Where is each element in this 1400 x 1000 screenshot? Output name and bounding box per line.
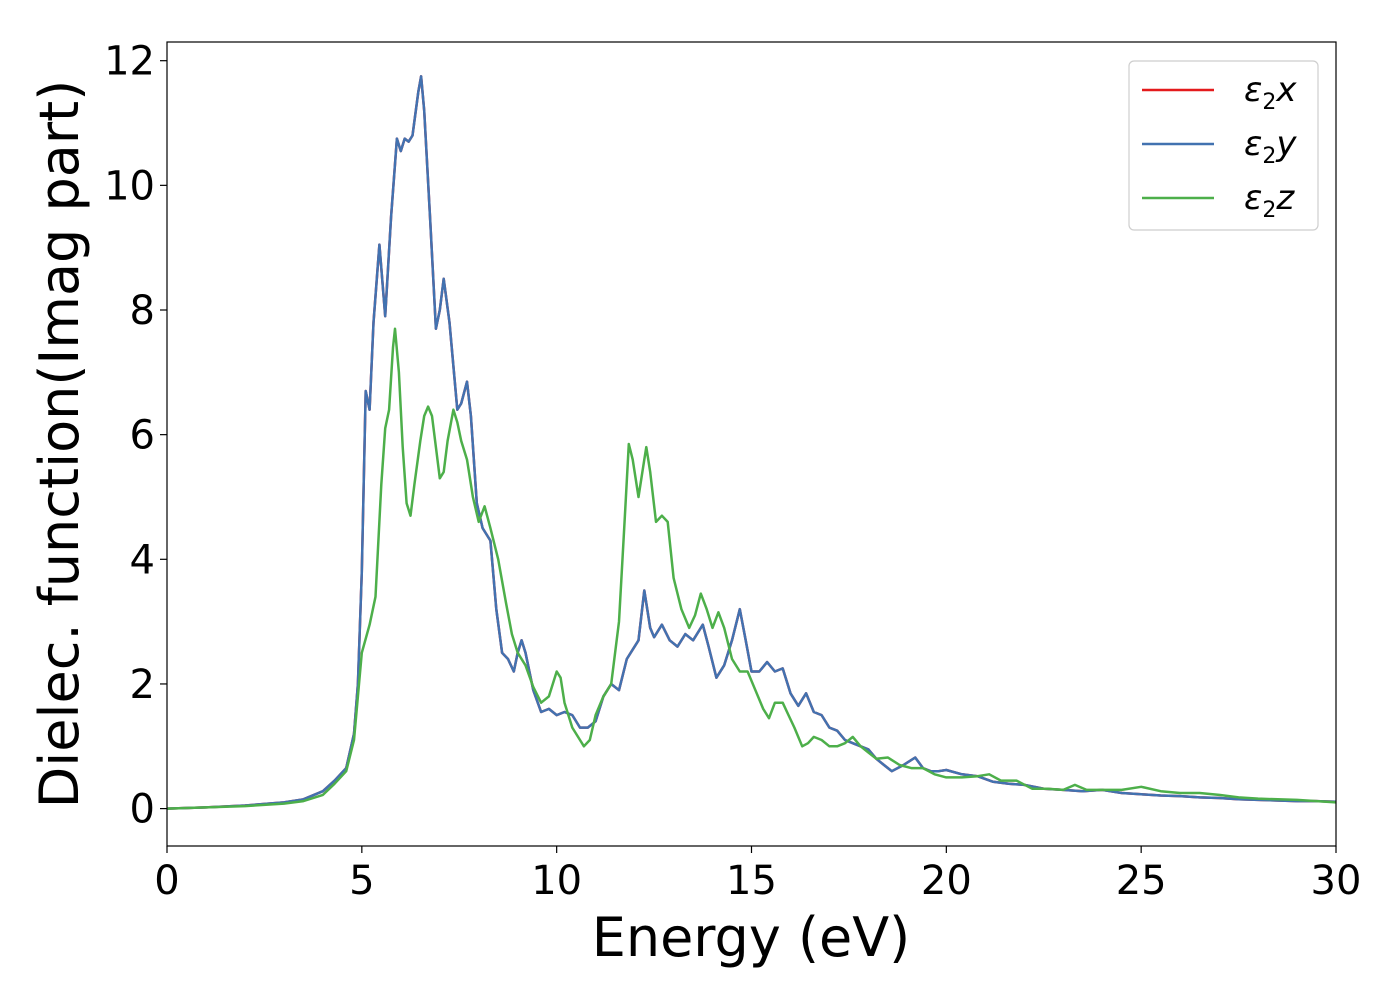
x-tick-label: 0	[154, 858, 179, 904]
x-axis-ticks: 0 5 10 15 20 25 30	[154, 846, 1361, 904]
y-axis-label: Dielec. function(Imag part)	[28, 80, 91, 809]
series-layer	[167, 75, 1336, 810]
series-line-y	[167, 75, 1336, 810]
legend: ε2x ε2y ε2z	[1128, 60, 1319, 231]
y-tick-label: 8	[130, 288, 155, 334]
y-tick-label: 0	[130, 787, 155, 833]
x-tick-label: 25	[1116, 858, 1167, 904]
x-tick-label: 20	[921, 858, 972, 904]
legend-box	[1128, 60, 1319, 231]
legend-label-x: ε2x	[1244, 70, 1297, 115]
y-tick-label: 2	[130, 662, 155, 708]
legend-label-z: ε2z	[1244, 178, 1295, 223]
series-line-z	[167, 327, 1336, 810]
legend-label-y: ε2y	[1244, 124, 1297, 169]
y-tick-label: 12	[104, 39, 155, 85]
x-tick-label: 10	[531, 858, 582, 904]
x-tick-label: 30	[1311, 858, 1362, 904]
x-axis-label: Energy (eV)	[592, 906, 911, 969]
x-tick-label: 5	[349, 858, 374, 904]
y-axis-ticks: 0 2 4 6 8 10 12	[104, 39, 167, 833]
y-tick-label: 6	[130, 413, 155, 459]
x-tick-label: 15	[726, 858, 777, 904]
y-tick-label: 4	[130, 537, 155, 583]
y-tick-label: 10	[104, 163, 155, 209]
